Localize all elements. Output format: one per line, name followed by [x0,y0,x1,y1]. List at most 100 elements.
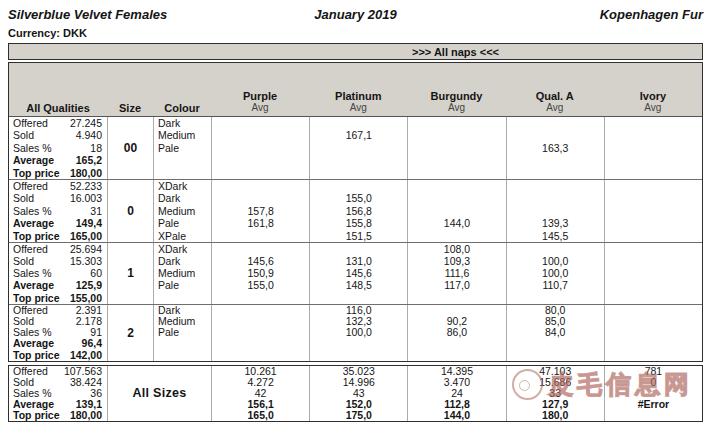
value-cell-purple: 145,6150,9155,0 [211,243,309,304]
value [507,180,604,192]
stat-label: Sold [13,129,34,141]
value [605,255,702,267]
title-bar: Silverblue Velvet Females January 2019 K… [8,0,703,21]
stat-value: 16.003 [70,192,102,204]
stat-label: Top price [13,167,59,179]
size-group-all-sizes: Offered107.563Sold38.424Sales %36Average… [9,366,702,421]
value [310,180,407,192]
value-cell-burgundy: 108,0109,3111,6117,0 [407,243,505,304]
report-date: January 2019 [314,7,396,22]
colour-cell: XDarkDarkMediumPale [153,243,211,304]
colour-name: Medium [154,129,211,141]
stat-label: Top price [13,410,59,421]
value-cell-qual-a: 100,0100,0110,7 [506,243,604,304]
auction-house: Kopenhagen Fur [600,7,703,22]
value [408,129,505,141]
colour-name: XDark [154,243,211,255]
stat-value: 52.233 [70,180,102,192]
value-cell-burgundy: 144,0 [407,180,505,242]
stat-line: Average96,4 [9,338,107,349]
value-cell-platinum: 167,1 [309,117,407,179]
column-name: Platinum [335,90,381,102]
value-cell-burgundy: 90,286,0 [407,305,505,361]
colour-name: Pale [154,142,211,154]
stat-label: Sold [13,192,34,204]
value: 117,0 [408,279,505,291]
value [605,410,702,421]
column-sub: Avg [546,102,563,114]
value: 145,5 [507,230,604,242]
value [408,180,505,192]
value [408,192,505,204]
stat-label: Top price [13,292,59,304]
value: 165,0 [212,410,309,421]
stats-cell: Offered2.391Sold2.178Sales %91Average96,… [9,305,107,361]
value [212,192,309,204]
value-cell-burgundy: 14.3953.47024112,8144,0 [407,366,505,421]
value-cell-qual-a: 163,3 [506,117,604,179]
value: 100,0 [310,327,407,338]
stat-line: Sales %31 [9,205,107,217]
column-sub: Avg [350,102,367,114]
value [212,129,309,141]
column-header-ivory: Ivory Avg [604,63,702,116]
all-sizes-label: All Sizes [107,366,211,421]
value: 100,0 [507,255,604,267]
stat-line: Sold 16.003 [9,192,107,204]
value [408,230,505,242]
value: 148,5 [310,279,407,291]
totals-table: Offered107.563Sold38.424Sales %36Average… [8,365,703,422]
stat-line: Top price165,00 [9,230,107,242]
value [408,205,505,217]
value: 157,8 [212,205,309,217]
value [507,192,604,204]
value: 167,1 [310,129,407,141]
value: 111,6 [408,267,505,279]
stat-label: Top price [13,230,59,242]
value [310,142,407,154]
stats-cell: Offered25.694Sold15.303Sales %60Average1… [9,243,107,304]
value: 139,3 [507,217,604,229]
value-cell-purple [211,305,309,361]
value-cell-platinum: 131,0145,6148,5 [309,243,407,304]
value: 150,9 [212,267,309,279]
stat-value: 165,2 [76,154,102,166]
value-cell-qual-a: 139,3145,5 [506,180,604,242]
size-group-0: Offered 52.233 Sold 16.003Sales %31Average 1… [9,179,702,242]
value: 100,0 [507,267,604,279]
value: 108,0 [408,243,505,255]
value-cell-ivory [604,117,702,179]
colour-name: Pale [154,217,211,229]
value [605,327,702,338]
stat-label: Offered [13,180,48,192]
column-sub: Avg [448,102,465,114]
value [605,192,702,204]
size-label: 0 [107,180,153,242]
value: 145,6 [310,267,407,279]
colour-header: Colour [153,63,211,116]
stat-line: Offered27.245 [9,117,107,129]
report-title: Silverblue Velvet Females [8,7,167,22]
value: 144,0 [408,410,505,421]
stat-value: 142,00 [70,350,102,361]
stat-value: 60 [90,267,102,279]
stat-line: Sales %18 [9,142,107,154]
stat-value: 180,00 [70,410,102,421]
colour-cell: DarkMediumPale [153,305,211,361]
stat-value: 25.694 [70,243,102,255]
value: 175,0 [310,410,407,421]
value: 131,0 [310,255,407,267]
stat-label: Sales % [13,205,52,217]
value [605,129,702,141]
stat-label: Average [13,217,54,229]
stat-value: 15.303 [70,255,102,267]
column-sub: Avg [252,102,269,114]
size-groups: Offered27.245Sold4.940Sales %18Average16… [9,117,702,361]
value: 156,8 [310,205,407,217]
corner-header-label: All Qualities [26,102,90,114]
value [605,230,702,242]
value [605,267,702,279]
column-name: Qual. A [536,90,574,102]
value-cell-ivory [604,305,702,361]
table-header: All Qualities Size Colour Purple Avg Pla… [9,63,702,117]
